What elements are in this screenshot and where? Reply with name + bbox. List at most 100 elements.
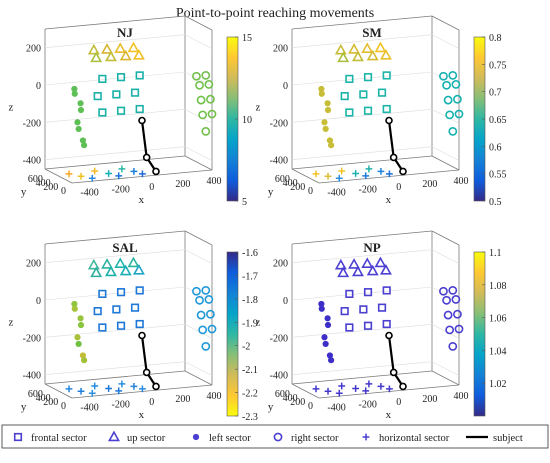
point-right-sector [454, 324, 464, 334]
y-axis-label: y [268, 401, 274, 413]
subject-joint [142, 153, 151, 162]
subject-joint [152, 167, 160, 176]
point-up-sector [90, 51, 103, 63]
point-up-sector [379, 48, 392, 60]
z-tick-label: 200 [26, 44, 41, 55]
point-frontal-sector [116, 106, 126, 115]
grid-line [44, 324, 213, 339]
point-right-sector [192, 286, 201, 296]
y-tick-label: 400 [283, 393, 298, 404]
point-frontal-sector [112, 90, 121, 99]
point-up-sector [374, 41, 387, 53]
point-horizontal-sector [386, 170, 393, 178]
legend-item-subject: subject [466, 433, 523, 444]
subject-joint [138, 116, 146, 125]
point-up-sector [361, 257, 374, 268]
axis-edge [291, 383, 320, 399]
point-up-sector [334, 43, 347, 55]
colorbar-tick-label: 5 [242, 197, 247, 208]
x-tick-label: 0 [149, 182, 154, 193]
point-up-sector [101, 43, 114, 54]
x-axis-label: x [386, 409, 392, 421]
x-axis-label: x [139, 194, 145, 206]
z-tick-label: 200 [273, 259, 288, 270]
x-tick-label: -200 [358, 185, 376, 196]
point-horizontal-sector [118, 165, 126, 173]
point-left-sector [80, 142, 88, 149]
point-up-sector [87, 258, 100, 270]
subject-line [140, 335, 157, 388]
grid-line [44, 109, 213, 124]
point-horizontal-sector [115, 172, 123, 180]
point-right-sector [443, 310, 453, 320]
axis-box [291, 230, 460, 399]
point-horizontal-sector [88, 174, 96, 182]
y-tick-label: 0 [308, 186, 313, 197]
axis-edge [44, 370, 186, 385]
point-left-sector [75, 125, 82, 133]
grid-line [291, 146, 460, 161]
series-frontal-sector [340, 286, 391, 332]
axis-edge [291, 155, 433, 170]
point-horizontal-sector [130, 382, 138, 390]
axis-edge [184, 370, 213, 386]
point-left-sector [321, 334, 328, 341]
grid-line [44, 146, 213, 161]
legend-label: up sector [127, 433, 166, 444]
colorbar-tick-label: 15 [242, 33, 252, 44]
point-right-sector [454, 109, 464, 119]
legend-label: left sector [209, 433, 251, 444]
point-right-sector [439, 71, 448, 81]
grid-line [44, 34, 213, 49]
legend-marker-triangle [108, 430, 120, 442]
point-left-sector [322, 125, 329, 133]
point-up-sector [334, 258, 347, 270]
point-right-sector [201, 285, 211, 295]
x-tick-label: 200 [175, 179, 190, 190]
point-up-sector [87, 43, 100, 55]
subject-joint [152, 382, 160, 391]
legend-label: subject [493, 433, 523, 444]
x-tick-label: 400 [207, 391, 222, 402]
series-left-sector [71, 300, 88, 364]
point-up-sector [101, 258, 114, 269]
point-left-sector [327, 142, 335, 149]
axis-edge [431, 155, 460, 171]
point-left-sector [326, 352, 334, 359]
y-axis-label: y [21, 186, 27, 198]
x-axis-label: x [139, 409, 145, 421]
point-right-sector [439, 286, 448, 296]
colorbar-tick-label: 0.75 [489, 60, 507, 71]
point-horizontal-sector [115, 387, 123, 395]
point-frontal-sector [98, 323, 107, 332]
point-horizontal-sector [312, 385, 320, 393]
axis-edge [291, 230, 433, 245]
point-frontal-sector [98, 289, 107, 298]
grid [44, 34, 213, 161]
point-left-sector [79, 352, 87, 359]
series-up-sector [334, 256, 392, 278]
series-up-sector [334, 41, 392, 63]
point-right-sector [448, 341, 458, 351]
point-frontal-sector [130, 88, 140, 97]
point-horizontal-sector [335, 174, 343, 182]
axis-edge [431, 230, 460, 246]
point-right-sector [206, 94, 215, 104]
point-right-sector [201, 126, 211, 136]
z-tick-label: 0 [283, 81, 288, 92]
point-left-sector [71, 305, 78, 312]
grid-line [291, 109, 460, 124]
legend-marker-square [13, 432, 23, 442]
legend-marker-dot [192, 433, 200, 441]
colorbar [226, 251, 239, 417]
point-left-sector [318, 90, 325, 97]
point-horizontal-sector [105, 170, 113, 177]
point-left-sector [79, 137, 87, 144]
point-horizontal-sector [77, 387, 85, 395]
point-left-sector [75, 340, 82, 348]
x-tick-label: -400 [327, 403, 345, 414]
point-left-sector [74, 334, 81, 341]
z-tick-label: 200 [26, 259, 41, 270]
panel-sal: SAL-400 -200 0 200 40002004006002000-200-400… [9, 230, 258, 423]
point-frontal-sector [98, 108, 107, 117]
